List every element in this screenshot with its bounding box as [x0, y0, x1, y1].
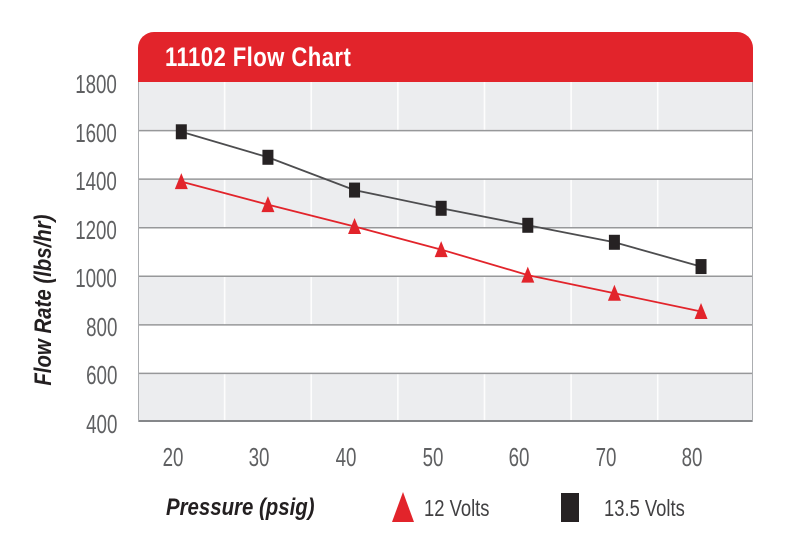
x-tick-label: 40: [335, 442, 357, 472]
legend-label-12-volts: 12 Volts: [424, 495, 506, 521]
y-tick-label: 1000: [75, 263, 117, 294]
y-tick-label: 400: [85, 409, 117, 439]
chart-title-banner: 11102 Flow Chart: [138, 32, 753, 82]
x-tick-label: 70: [595, 442, 617, 472]
plot-band: [138, 373, 753, 422]
marker-square-13-5-volts: [175, 124, 187, 140]
y-tick-label: 1800: [75, 69, 117, 99]
plot-band: [138, 82, 753, 131]
x-tick-label: 60: [508, 442, 530, 472]
plot-band: [138, 276, 753, 325]
y-tick-label: 600: [85, 360, 117, 391]
x-tick-label: 30: [248, 442, 270, 472]
marker-square-13-5-volts: [608, 234, 620, 250]
marker-triangle-12-volts: [434, 241, 448, 258]
legend-label-13-5-volts: 13.5 Volts: [604, 495, 705, 521]
marker-triangle-12-volts: [521, 266, 535, 283]
x-tick-label: 80: [681, 442, 703, 472]
x-tick-label: 20: [162, 442, 184, 472]
chart-title: 11102 Flow Chart: [165, 41, 352, 72]
y-tick-label: 1200: [75, 214, 117, 245]
marker-square-13-5-volts: [435, 200, 447, 216]
marker-square-13-5-volts: [695, 259, 707, 275]
y-tick-label: 1400: [75, 166, 117, 197]
marker-triangle-12-volts: [694, 303, 708, 319]
x-tick-label: 50: [422, 442, 443, 472]
plot-band: [138, 130, 753, 180]
x-axis-title: Pressure (psig): [166, 494, 341, 522]
legend-label-12-volts-text: 12 Volts: [424, 495, 490, 521]
legend-square-icon: [561, 493, 579, 522]
flow-chart-plot: [138, 82, 753, 422]
marker-triangle-12-volts: [261, 196, 275, 213]
marker-triangle-12-volts: [607, 284, 621, 301]
legend-triangle-icon: [392, 492, 414, 522]
legend-label-13-5-volts-text: 13.5 Volts: [604, 495, 685, 521]
plot-band: [138, 324, 753, 374]
y-axis-tick-labels: 1800 1600 1400 1200 1000 800 600 400: [0, 0, 117, 554]
marker-triangle-12-volts: [348, 218, 362, 234]
marker-square-13-5-volts: [522, 217, 534, 233]
marker-square-13-5-volts: [262, 149, 274, 165]
x-axis-title-text: Pressure (psig): [166, 494, 315, 521]
x-axis-tick-labels: 20 30 40 50 60 70 80: [0, 444, 800, 472]
y-tick-label: 800: [85, 311, 117, 342]
plot-area: [138, 82, 753, 422]
marker-triangle-12-volts: [174, 173, 188, 190]
y-tick-label: 1600: [75, 117, 117, 148]
marker-square-13-5-volts: [349, 182, 361, 198]
